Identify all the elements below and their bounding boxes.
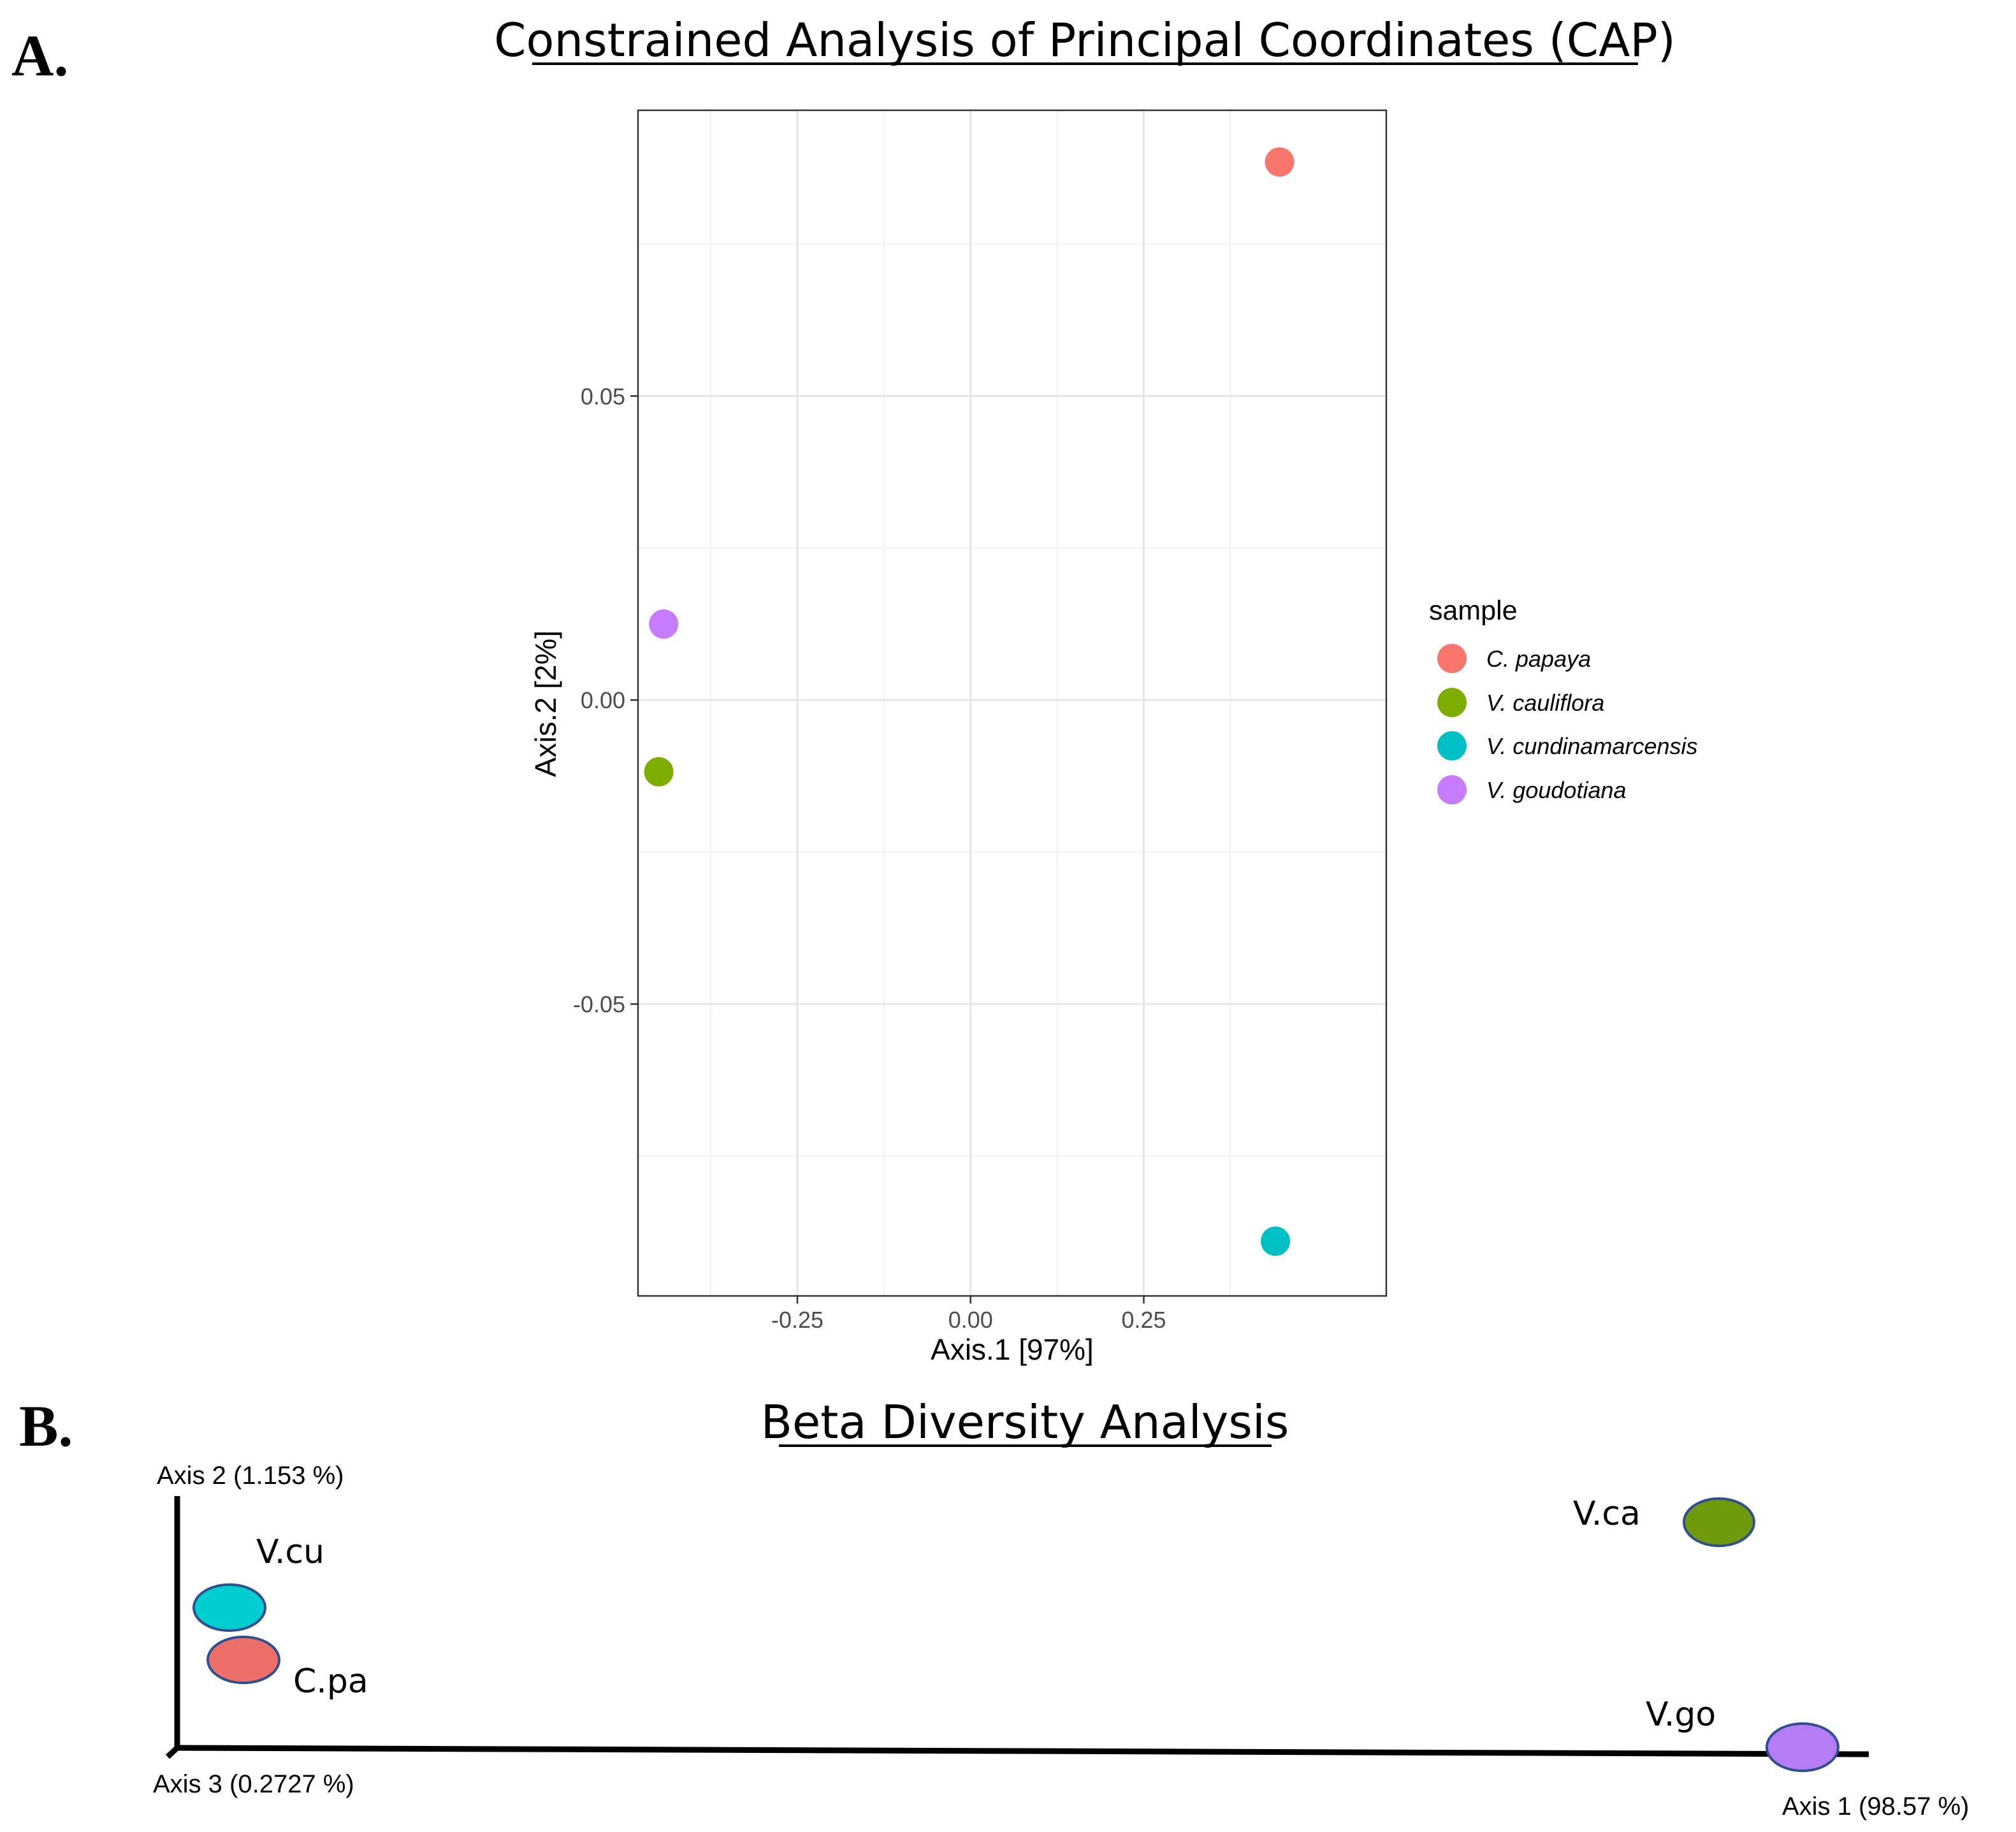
legend: sample C. papaya V. cauliflora V. cundin… (1429, 595, 1698, 804)
axis-2-label: Axis 2 (1.153 %) (157, 1462, 344, 1490)
panel-a-points (644, 147, 1294, 1256)
panel-a-y-axis-label: Axis.2 [2%] (529, 630, 562, 777)
panel-a-grid (638, 110, 1386, 1296)
legend-key-v-goudotiana (1437, 775, 1467, 804)
axis-3-label: Axis 3 (0.2727 %) (153, 1770, 354, 1798)
panel-a: A. Constrained Analysis of Principal Coo… (11, 13, 1698, 1366)
legend-key-v-cauliflora (1437, 688, 1467, 717)
panel-b: B. Beta Diversity Analysis Axis 2 (1.153… (19, 1393, 1969, 1821)
axis-3-line (165, 1745, 180, 1759)
y-tick-label: -0.05 (573, 991, 625, 1017)
panel-b-letter: B. (19, 1393, 73, 1458)
panel-a-letter: A. (11, 23, 68, 88)
panel-b-title: Beta Diversity Analysis (761, 1395, 1289, 1449)
panel-a-ticks: -0.25 0.00 0.25 0.05 0.00 -0.05 (573, 383, 1166, 1333)
axis-1-line (177, 1745, 1869, 1757)
y-tick-label: 0.05 (581, 383, 625, 409)
point-v-ca (1683, 1497, 1755, 1547)
point-c-papaya (1265, 147, 1294, 177)
x-tick-label: 0.00 (948, 1307, 993, 1333)
point-label-v-ca: V.ca (1573, 1495, 1641, 1533)
x-tick-label: 0.25 (1121, 1307, 1166, 1333)
panel-a-plot-border (637, 109, 1388, 1297)
point-label-v-go: V.go (1646, 1696, 1716, 1734)
legend-label-v-cauliflora: V. cauliflora (1486, 690, 1604, 716)
legend-label-v-cundinamarcensis: V. cundinamarcensis (1486, 733, 1698, 759)
panel-a-title: Constrained Analysis of Principal Coordi… (494, 13, 1676, 67)
legend-label-c-papaya: C. papaya (1486, 646, 1591, 672)
point-label-c-pa: C.pa (293, 1662, 368, 1701)
legend-title: sample (1429, 595, 1518, 626)
legend-key-c-papaya (1437, 644, 1467, 673)
point-v-cu (192, 1583, 266, 1632)
y-tick-label: 0.00 (581, 687, 625, 713)
point-label-v-cu: V.cu (256, 1533, 324, 1571)
legend-key-v-cundinamarcensis (1437, 731, 1467, 760)
point-v-cundinamarcensis (1261, 1226, 1291, 1256)
panel-a-x-axis-label: Axis.1 [97%] (931, 1333, 1094, 1366)
point-v-go (1766, 1722, 1839, 1772)
point-v-goudotiana (649, 609, 679, 639)
x-tick-label: -0.25 (771, 1307, 823, 1333)
point-v-cauliflora (644, 757, 674, 787)
legend-label-v-goudotiana: V. goudotiana (1486, 777, 1627, 803)
point-c-pa (207, 1636, 280, 1684)
axis-1-label: Axis 1 (98.57 %) (1782, 1792, 1969, 1821)
